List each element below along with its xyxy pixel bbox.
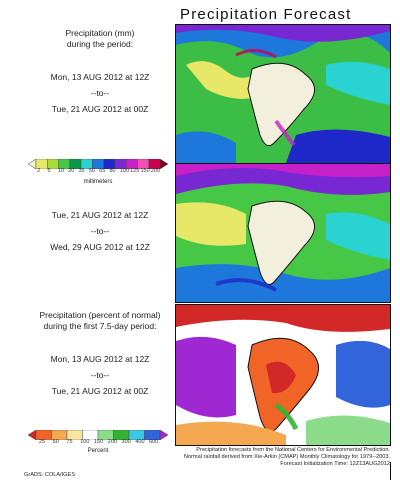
colorbar-mm-tick-label: 125 [130,168,140,174]
colorbar-percent-tick-label: 75 [66,439,73,445]
colorbar-percent-tick-label: 300 [121,439,131,445]
panel3-start: Mon, 13 AUG 2012 at 12Z [50,354,150,364]
footer-line-3: Forecast Initialization Time: 12Z13AUG20… [280,461,390,468]
colorbar-mm-tick-label: 80 [109,168,116,174]
colorbar-percent [27,427,169,441]
colorbar-percent-ticks: 25 50 75 100 150 200 300 400 600 [28,439,168,447]
panel3-heading: Precipitation (percent of normal) during… [30,310,170,332]
colorbar-mm-tick-label: 20 [68,168,75,174]
panel3-period: Mon, 13 AUG 2012 at 12Z --to-- Tue, 21 A… [40,354,160,397]
panel2-to: --to-- [90,226,110,236]
colorbar-mm-svg [27,158,169,170]
map-1-svg [176,25,390,163]
colorbar-percent-tick-label: 150 [94,439,104,445]
colorbar-mm-tick-label: 65 [99,168,106,174]
colorbar-mm-tick-label: 2 [37,168,41,174]
colorbar-mm-tick-label: 10 [57,168,64,174]
colorbar-percent-tick-label: 400 [135,439,145,445]
panel2-start: Tue, 21 AUG 2012 at 12Z [51,210,149,220]
colorbar-percent-high-arrow [159,429,169,441]
panel1-heading-line2: during the period: [66,39,134,49]
page-title: Precipitation Forecast [180,6,352,23]
panel1-end: Tue, 21 AUG 2012 at 00Z [51,104,149,114]
colorbar-percent-tick-label: 100 [80,439,90,445]
panel1-start: Mon, 13 AUG 2012 at 12Z [50,72,150,82]
map-panel-3 [175,304,391,446]
colorbar-mm-unit: millimeters [83,179,113,185]
map-panel-1 [175,24,391,164]
colorbar-mm-tick-label: 100 [119,168,130,174]
colorbar-mm-tick-label: 50 [88,168,95,174]
colorbar-mm-high-arrow [159,158,169,170]
footer-line-1: Precipitation forecasts from the Nationa… [196,447,390,453]
colorbar-percent-svg [27,429,169,441]
panel2-end: Wed, 29 AUG 2012 at 12Z [50,242,150,252]
footer-line-2: Normal rainfall derived from Xie-Arkin (… [183,454,390,461]
map-3-svg [176,305,390,445]
colorbar-percent-unit: Percent [87,448,109,454]
map-panel-2 [175,163,391,303]
footer: Precipitation forecasts from the Nationa… [150,447,390,469]
panel1-to: --to-- [90,88,110,98]
panel1-period: Mon, 13 AUG 2012 at 12Z --to-- Tue, 21 A… [40,72,160,115]
colorbar-mm-ticks: 2 5 10 20 35 50 65 80 100 125 150 200 [28,168,168,176]
grads-credit: GrADS: COLA/IGES [24,472,75,478]
panel3-heading-line1: Precipitation (percent of normal) [39,310,161,320]
colorbar-mm-tick-label: 150 [140,168,150,174]
divider-mark [390,462,391,480]
panel1-heading: Precipitation (mm) during the period: [40,28,160,50]
colorbar-mm-tick-label: 35 [78,168,85,174]
panel1-heading-line1: Precipitation (mm) [65,28,135,38]
colorbar-percent-tick-label: 600 [149,439,159,445]
colorbar-percent-tick-label: 25 [38,439,45,445]
panel2-period: Tue, 21 AUG 2012 at 12Z --to-- Wed, 29 A… [40,210,160,253]
colorbar-mm-tick-label: 200 [150,168,161,174]
colorbar-percent-tick-label: 200 [107,439,117,445]
panel3-to: --to-- [90,370,110,380]
colorbar-mm [27,156,169,170]
panel3-heading-line2: during the first 7.5-day period: [43,321,157,331]
map-2-svg [176,164,390,302]
colorbar-mm-tick-label: 5 [47,168,51,174]
panel3-end: Tue, 21 AUG 2012 at 00Z [51,386,149,396]
colorbar-percent-tick-label: 50 [52,439,59,445]
